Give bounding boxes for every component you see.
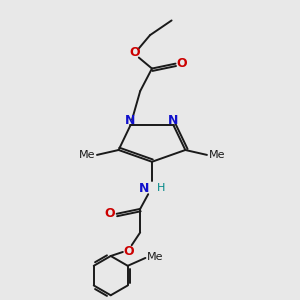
Text: O: O	[129, 46, 140, 59]
Text: N: N	[168, 114, 179, 127]
Text: H: H	[157, 183, 165, 193]
Text: Me: Me	[79, 150, 95, 160]
Text: Me: Me	[147, 252, 164, 262]
Text: O: O	[104, 207, 115, 220]
Text: O: O	[176, 57, 187, 70]
Text: N: N	[125, 114, 136, 127]
Text: N: N	[139, 182, 149, 195]
Text: O: O	[123, 244, 134, 258]
Text: Me: Me	[209, 150, 225, 160]
